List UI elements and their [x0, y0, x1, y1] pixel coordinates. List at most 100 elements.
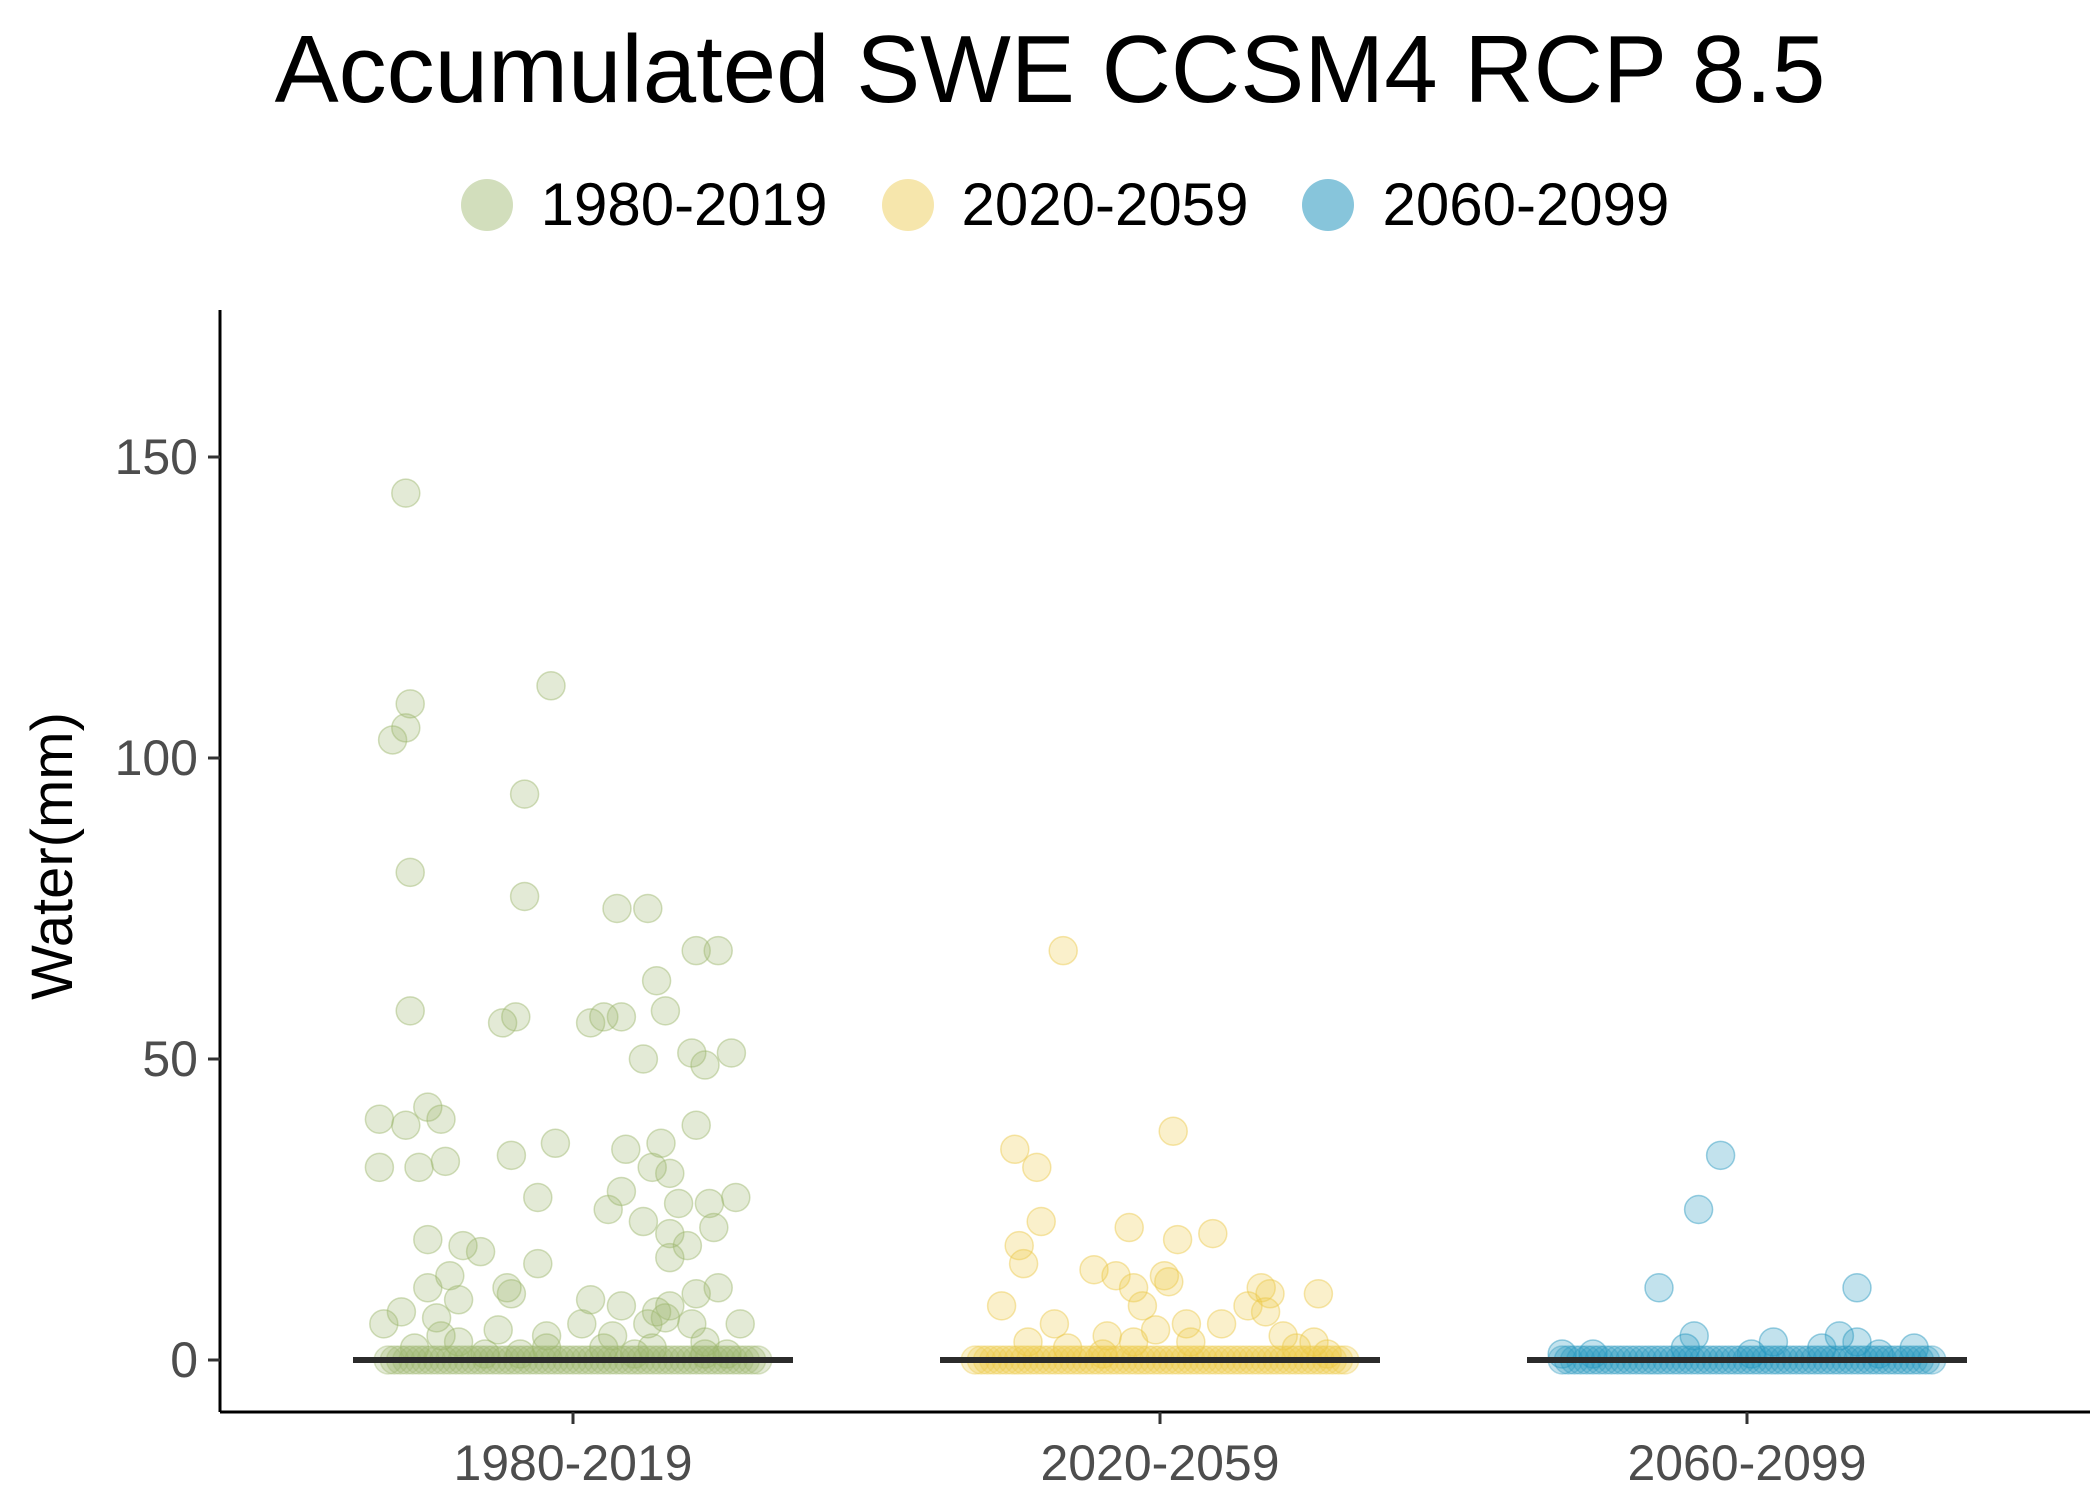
data-point	[509, 779, 540, 809]
data-point	[633, 893, 663, 924]
data-point	[395, 857, 425, 888]
data-point	[391, 713, 421, 743]
data-point	[1127, 1291, 1158, 1321]
x-tick-label: 2060-2099	[1627, 1435, 1866, 1491]
data-point	[641, 1297, 672, 1327]
data-point	[1268, 1321, 1298, 1351]
data-point	[1092, 1321, 1122, 1351]
data-point	[1171, 1309, 1202, 1339]
data-point	[505, 1339, 535, 1369]
data-point	[470, 1339, 500, 1369]
data-point	[619, 1339, 650, 1369]
data-point	[690, 1327, 720, 1357]
data-point	[413, 1224, 443, 1255]
data-point	[523, 1182, 553, 1213]
data-point	[1250, 1297, 1281, 1327]
legend-label-2020-2059: 2020-2059	[961, 171, 1249, 238]
data-point	[1162, 1224, 1193, 1255]
data-point	[655, 1158, 685, 1189]
data-point	[448, 1230, 478, 1261]
data-point	[650, 1303, 681, 1333]
chart-title: Accumulated SWE CCSM4 RCP 8.5	[274, 16, 1826, 123]
data-point	[531, 1321, 562, 1351]
data-point	[1246, 1273, 1276, 1303]
data-point	[501, 1002, 531, 1032]
legend-label-1980-2019: 1980-2019	[540, 171, 828, 238]
data-point	[655, 1242, 685, 1273]
data-point	[646, 1128, 676, 1159]
data-point	[1312, 1339, 1342, 1369]
data-point	[611, 1134, 641, 1165]
data-point	[628, 1206, 659, 1237]
data-point	[1079, 1254, 1109, 1285]
data-point	[593, 1194, 623, 1225]
data-point	[426, 1104, 456, 1134]
data-point	[1008, 1248, 1039, 1279]
data-point	[633, 1309, 663, 1339]
data-point	[540, 1128, 571, 1159]
data-point	[386, 1297, 417, 1327]
data-point	[650, 996, 681, 1026]
data-point	[1303, 1279, 1334, 1309]
data-point	[1255, 1279, 1285, 1309]
data-point	[496, 1140, 527, 1171]
data-point	[725, 1309, 755, 1339]
data-point	[1198, 1218, 1228, 1249]
y-tick-label: 100	[115, 730, 198, 786]
data-point	[1683, 1194, 1714, 1225]
y-tick-label: 0	[170, 1332, 198, 1388]
data-point	[1578, 1339, 1608, 1369]
data-point	[703, 935, 733, 966]
legend-item-2060-2099: 2060-2099	[1302, 170, 1669, 239]
data-point	[536, 671, 566, 701]
data-point	[391, 1110, 421, 1140]
data-point	[1864, 1339, 1894, 1369]
data-point	[1149, 1260, 1180, 1291]
legend: 1980-2019 2020-2059 2060-2099	[0, 170, 2100, 239]
legend-item-2020-2059: 2020-2059	[881, 170, 1249, 239]
data-point	[1101, 1260, 1131, 1291]
data-point	[1736, 1339, 1767, 1369]
data-point	[712, 1339, 742, 1369]
y-tick-label: 50	[142, 1031, 198, 1087]
data-point	[606, 1002, 637, 1032]
data-point	[986, 1291, 1017, 1321]
data-point	[492, 1273, 522, 1303]
data-point	[1118, 1327, 1149, 1357]
data-point	[677, 1309, 707, 1339]
data-point	[597, 1321, 628, 1351]
data-point	[694, 1188, 725, 1219]
data-point	[1118, 1273, 1149, 1303]
data-point	[1644, 1273, 1674, 1303]
data-point	[641, 965, 672, 996]
data-point	[426, 1321, 456, 1351]
x-tick-label: 1980-2019	[453, 1435, 692, 1491]
data-point	[1547, 1339, 1577, 1369]
data-point	[413, 1092, 443, 1122]
data-point	[1048, 935, 1078, 966]
legend-key-2060-2099	[1302, 178, 1355, 231]
legend-item-1980-2019: 1980-2019	[460, 170, 828, 239]
data-point	[421, 1303, 452, 1333]
data-point	[699, 1212, 729, 1243]
data-point	[364, 1152, 395, 1183]
data-point	[567, 1309, 597, 1339]
data-point	[637, 1152, 667, 1183]
data-point	[606, 1291, 637, 1321]
data-point	[1206, 1309, 1237, 1339]
data-point	[487, 1008, 518, 1038]
data-point	[721, 1182, 751, 1213]
data-point	[523, 1248, 553, 1279]
data-point	[1299, 1327, 1329, 1357]
data-point	[1026, 1206, 1056, 1237]
data-point	[1233, 1291, 1263, 1321]
data-point	[509, 881, 540, 912]
data-point	[681, 935, 711, 966]
data-point	[1154, 1266, 1184, 1297]
y-axis-title: Water(mm)	[20, 712, 85, 1000]
data-point	[663, 1188, 694, 1219]
legend-label-2060-2099: 2060-2099	[1382, 171, 1670, 238]
data-point	[1022, 1152, 1052, 1183]
data-point	[681, 1279, 711, 1309]
